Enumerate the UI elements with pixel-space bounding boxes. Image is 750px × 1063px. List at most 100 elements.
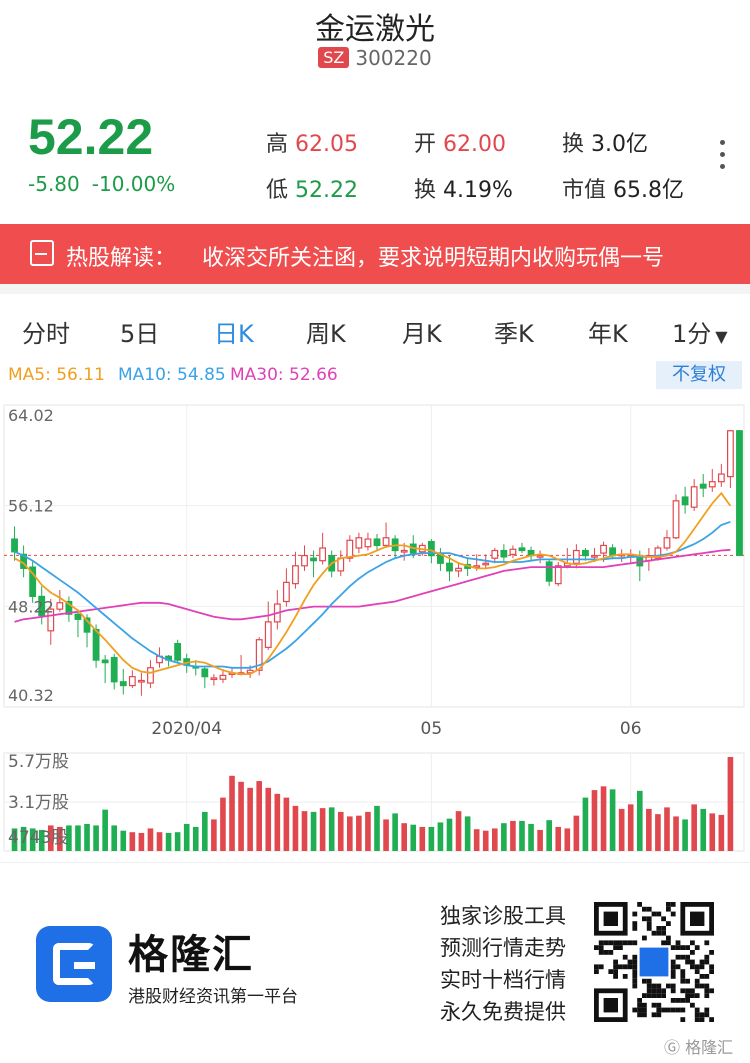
qr-module: [690, 988, 695, 994]
qr-module: [618, 945, 623, 950]
candle-body: [110, 656, 118, 683]
qr-module: [685, 945, 690, 950]
volume-bar: [29, 828, 36, 851]
volume-bar: [292, 805, 299, 851]
volume-bar: [609, 789, 616, 851]
qr-module: [670, 1007, 676, 1013]
qr-module: [661, 930, 666, 936]
qr-module: [675, 998, 681, 1003]
kline-chart[interactable]: 64.02 56.12 48.22 40.32 2020/04 05 06 5.7万股 3.1万…: [0, 395, 750, 855]
candle-body: [29, 566, 37, 597]
candle-body: [219, 674, 227, 680]
qr-module: [680, 969, 686, 974]
candle-body: [554, 565, 562, 585]
qr-module: [666, 906, 671, 912]
qr-module: [642, 993, 647, 998]
qr-module: [646, 983, 652, 989]
turnover-rate-value: 4.19%: [443, 178, 513, 203]
date-tick-label: 05: [421, 719, 443, 739]
volume-bar: [93, 825, 99, 851]
qr-module: [632, 964, 638, 970]
promo-line: 预测行情走势: [440, 936, 566, 960]
price-tick-label: 56.12: [8, 497, 54, 516]
volume-bar: [383, 819, 389, 851]
volume-bar: [202, 811, 208, 851]
qr-module: [613, 959, 618, 965]
candle-body: [373, 538, 381, 547]
volume-bar: [673, 816, 679, 851]
qr-module: [670, 945, 676, 950]
qr-module: [632, 911, 638, 917]
qr-module: [685, 978, 690, 984]
qr-module: [642, 935, 647, 941]
qr-module: [632, 974, 638, 979]
qr-module: [598, 950, 604, 955]
candle-body: [654, 547, 662, 559]
qr-module: [642, 916, 647, 922]
tab-yearly-k[interactable]: 年K: [588, 320, 628, 348]
stock-name: 金运激光: [315, 12, 435, 47]
tab-intraday[interactable]: 分时: [22, 320, 70, 348]
tab-quarterly-k[interactable]: 季K: [494, 320, 534, 348]
qr-module: [656, 1007, 662, 1013]
candle-body: [536, 555, 544, 558]
qr-module: [622, 964, 628, 970]
volume-bar: [646, 808, 652, 851]
qr-module: [690, 959, 695, 965]
qr-module: [680, 988, 686, 994]
volume-bar: [446, 818, 453, 851]
qr-module: [704, 988, 710, 994]
volume-bar: [691, 804, 697, 851]
tab-5day[interactable]: 5日: [120, 320, 160, 348]
adjustment-toggle[interactable]: 不复权: [656, 361, 742, 389]
qr-center-logo: [639, 947, 669, 977]
qr-module: [594, 964, 599, 970]
volume-bar: [365, 811, 371, 851]
qr-module: [627, 964, 633, 970]
qr-module: [704, 940, 710, 946]
tab-minute-dropdown[interactable]: 1分 ▼: [672, 320, 728, 348]
hot-stock-banner[interactable]: 热股解读： 收深交所关注函，要求说明短期内收购玩偶一号: [0, 224, 750, 284]
qr-module: [656, 926, 662, 931]
volume-bar: [156, 832, 163, 851]
qr-module: [666, 935, 671, 941]
more-menu-icon[interactable]: [720, 140, 730, 176]
candle-body: [699, 483, 707, 489]
candle-body: [174, 642, 182, 661]
qr-module: [699, 959, 705, 965]
candle-body: [455, 567, 462, 572]
candle-body: [319, 547, 327, 562]
qr-module: [699, 974, 705, 979]
candle-body: [310, 557, 317, 562]
tab-weekly-k[interactable]: 周K: [306, 320, 346, 348]
qr-module: [690, 950, 695, 955]
qr-module: [618, 940, 623, 946]
qr-finder: [603, 998, 618, 1013]
candle-body: [137, 679, 145, 683]
stock-code-row: SZ 300220: [0, 46, 750, 70]
qr-module: [670, 959, 676, 965]
qr-module: [690, 993, 695, 998]
qr-module: [613, 974, 618, 979]
qr-module: [598, 945, 604, 950]
qr-module: [699, 1017, 705, 1022]
volume-bar: [211, 819, 217, 851]
tab-monthly-k[interactable]: 月K: [402, 320, 442, 348]
volume-bar: [455, 811, 462, 851]
qr-module: [670, 964, 676, 970]
candle-body: [101, 659, 109, 664]
volume-bar: [419, 826, 426, 851]
volume-bar: [138, 832, 145, 851]
open-value: 62.00: [443, 132, 506, 157]
volume-bar: [165, 832, 172, 851]
candle-body: [681, 496, 689, 506]
candle-body: [47, 608, 55, 632]
tab-daily-k[interactable]: 日K: [214, 320, 254, 348]
candle-body: [210, 677, 218, 681]
qr-module: [642, 978, 647, 984]
stat-market-cap: 市值 65.8亿: [562, 178, 685, 203]
qr-module: [704, 1012, 710, 1018]
qr-module: [656, 1002, 662, 1008]
qr-module: [613, 945, 618, 950]
volume-tick-label: 5.7万股: [8, 752, 69, 772]
